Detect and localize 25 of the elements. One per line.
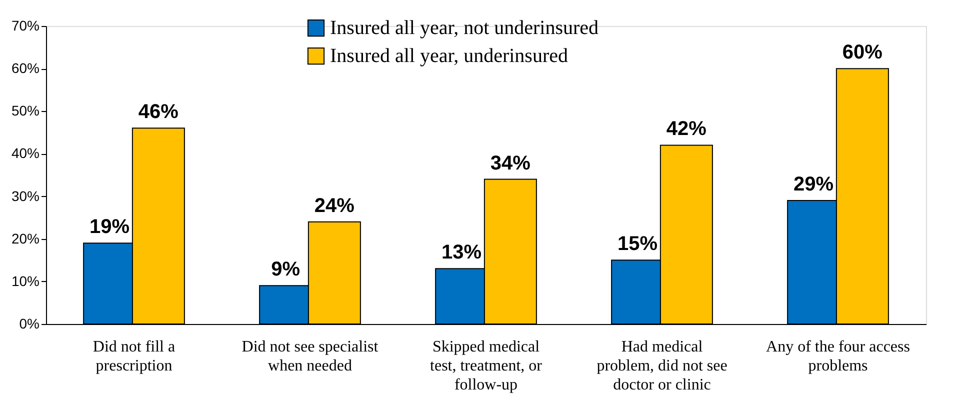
y-tick-label: 40% — [11, 145, 40, 162]
x-tick-label: Did not fill a prescription — [92, 338, 176, 374]
data-label: 34% — [490, 152, 531, 174]
x-tick-label: Any of the four access problems — [766, 338, 910, 374]
data-label: 60% — [842, 42, 883, 64]
legend-label: Insured all year, underinsured — [330, 45, 568, 67]
data-label: 46% — [138, 101, 179, 124]
data-label: 9% — [271, 258, 300, 281]
data-label: 24% — [314, 194, 355, 217]
x-tick-label: Skipped medical test, treatment, or follow-up — [430, 338, 543, 394]
data-label: 13% — [442, 242, 482, 264]
y-tick-label: 30% — [11, 188, 40, 204]
y-tick-label: 60% — [11, 60, 40, 76]
y-tick-label: 0% — [19, 316, 40, 332]
y-tick-label: 70% — [11, 18, 40, 34]
data-label: 19% — [90, 216, 130, 238]
y-tick-label: 10% — [11, 272, 40, 289]
y-tick-label: 50% — [11, 102, 40, 119]
data-label: 42% — [666, 118, 707, 140]
data-label: 29% — [794, 174, 834, 196]
legend-label: Insured all year, not underinsured — [330, 17, 599, 39]
data-label: 15% — [618, 233, 658, 256]
x-tick-label: Had medical problem, did not see doctor or clinic — [596, 338, 728, 394]
x-tick-label: Did not see specialist when needed — [242, 338, 379, 374]
y-tick-label: 20% — [11, 230, 40, 246]
